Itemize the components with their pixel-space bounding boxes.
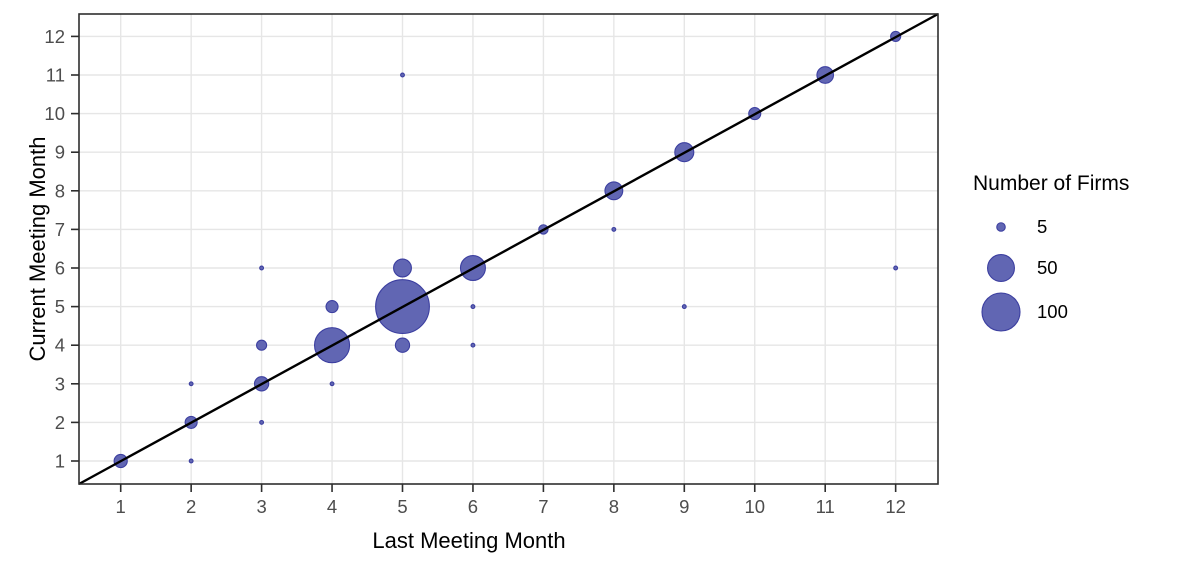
legend-item-50: 50	[979, 246, 1058, 290]
x-tick-label: 8	[609, 496, 619, 517]
x-tick-label: 10	[744, 496, 765, 517]
legend-bubble-large	[979, 290, 1023, 334]
y-axis-title: Current Meeting Month	[25, 136, 50, 362]
x-tick-label: 6	[468, 496, 478, 517]
data-point	[681, 304, 687, 310]
data-point	[400, 72, 405, 78]
x-tick-label: 1	[116, 496, 126, 517]
data-point	[325, 300, 339, 314]
data-point	[329, 381, 335, 387]
data-point	[394, 337, 411, 353]
legend-key-circle	[987, 254, 1015, 282]
data-point	[893, 265, 899, 271]
size-legend: Number of Firms 5 50 100	[965, 168, 1190, 358]
data-point	[259, 265, 265, 271]
data-point	[611, 226, 617, 232]
y-tick-label: 9	[55, 142, 65, 163]
legend-key-circle	[981, 292, 1021, 332]
x-tick-label: 3	[256, 496, 266, 517]
x-tick-label: 2	[186, 496, 196, 517]
y-tick-label: 10	[44, 103, 65, 124]
legend-label: 50	[1037, 257, 1058, 278]
data-point	[188, 381, 194, 387]
y-tick-label: 7	[55, 219, 65, 240]
identity-line	[78, 12, 939, 486]
data-point	[470, 342, 476, 348]
y-tick-label: 2	[55, 412, 65, 433]
y-tick-label: 4	[55, 335, 65, 356]
x-tick-label: 7	[538, 496, 548, 517]
y-tick-label: 5	[55, 296, 65, 317]
data-point	[393, 258, 412, 278]
y-tick-label: 8	[55, 180, 65, 201]
legend-key-circle	[996, 222, 1006, 232]
x-tick-label: 9	[679, 496, 689, 517]
legend-title: Number of Firms	[973, 172, 1130, 195]
data-point	[256, 339, 268, 351]
y-tick-label: 11	[46, 65, 65, 86]
legend-label: 100	[1037, 301, 1068, 322]
legend-bubble-medium	[979, 246, 1023, 290]
legend-item-100: 100	[979, 290, 1068, 334]
legend-item-5: 5	[979, 205, 1047, 249]
data-point	[259, 419, 265, 425]
x-tick-label: 12	[885, 496, 906, 517]
y-tick-label: 1	[55, 451, 65, 472]
y-tick-label: 6	[55, 258, 65, 279]
x-tick-label: 11	[816, 496, 835, 517]
panel-border	[78, 13, 939, 485]
x-axis-title: Last Meeting Month	[372, 528, 566, 553]
y-tick-label: 12	[44, 26, 65, 47]
y-tick-label: 3	[55, 373, 65, 394]
data-point	[470, 304, 476, 310]
x-tick-label: 4	[327, 496, 337, 517]
legend-label: 5	[1037, 216, 1048, 237]
data-point	[188, 458, 194, 464]
legend-bubble-small	[979, 205, 1023, 249]
x-tick-label: 5	[397, 496, 407, 517]
